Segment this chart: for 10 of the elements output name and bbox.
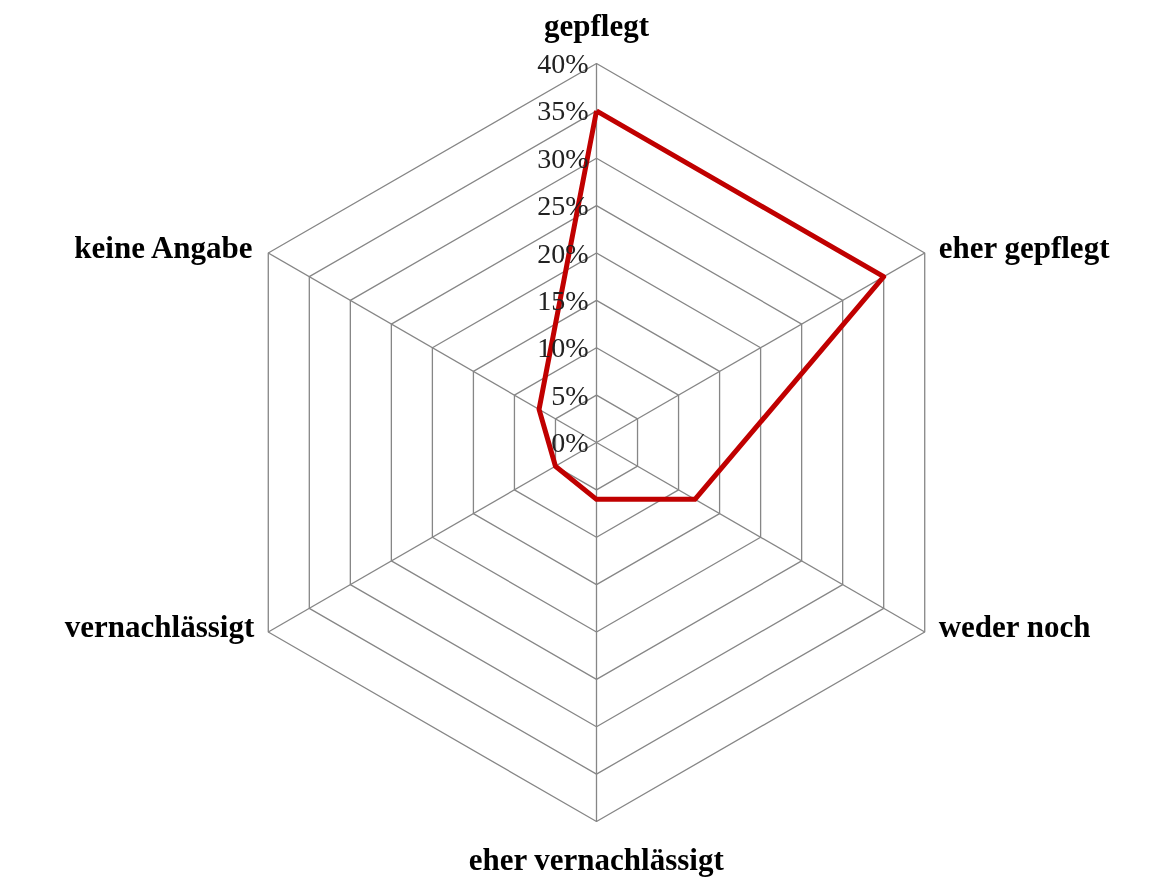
y-tick-label: 35%: [537, 95, 589, 127]
spoke-label: eher vernachlässigt: [468, 842, 725, 877]
y-tick-label: 40%: [537, 48, 589, 79]
spoke-label: vernachlässigt: [64, 608, 255, 644]
spoke-label: keine Angabe: [74, 229, 253, 265]
spoke-label: eher gepflegt: [938, 229, 1111, 265]
spoke-label: gepflegt: [543, 8, 650, 43]
y-tick-label: 0%: [551, 427, 589, 458]
y-tick-label: 5%: [551, 379, 589, 411]
spoke-label: weder noch: [938, 608, 1091, 644]
